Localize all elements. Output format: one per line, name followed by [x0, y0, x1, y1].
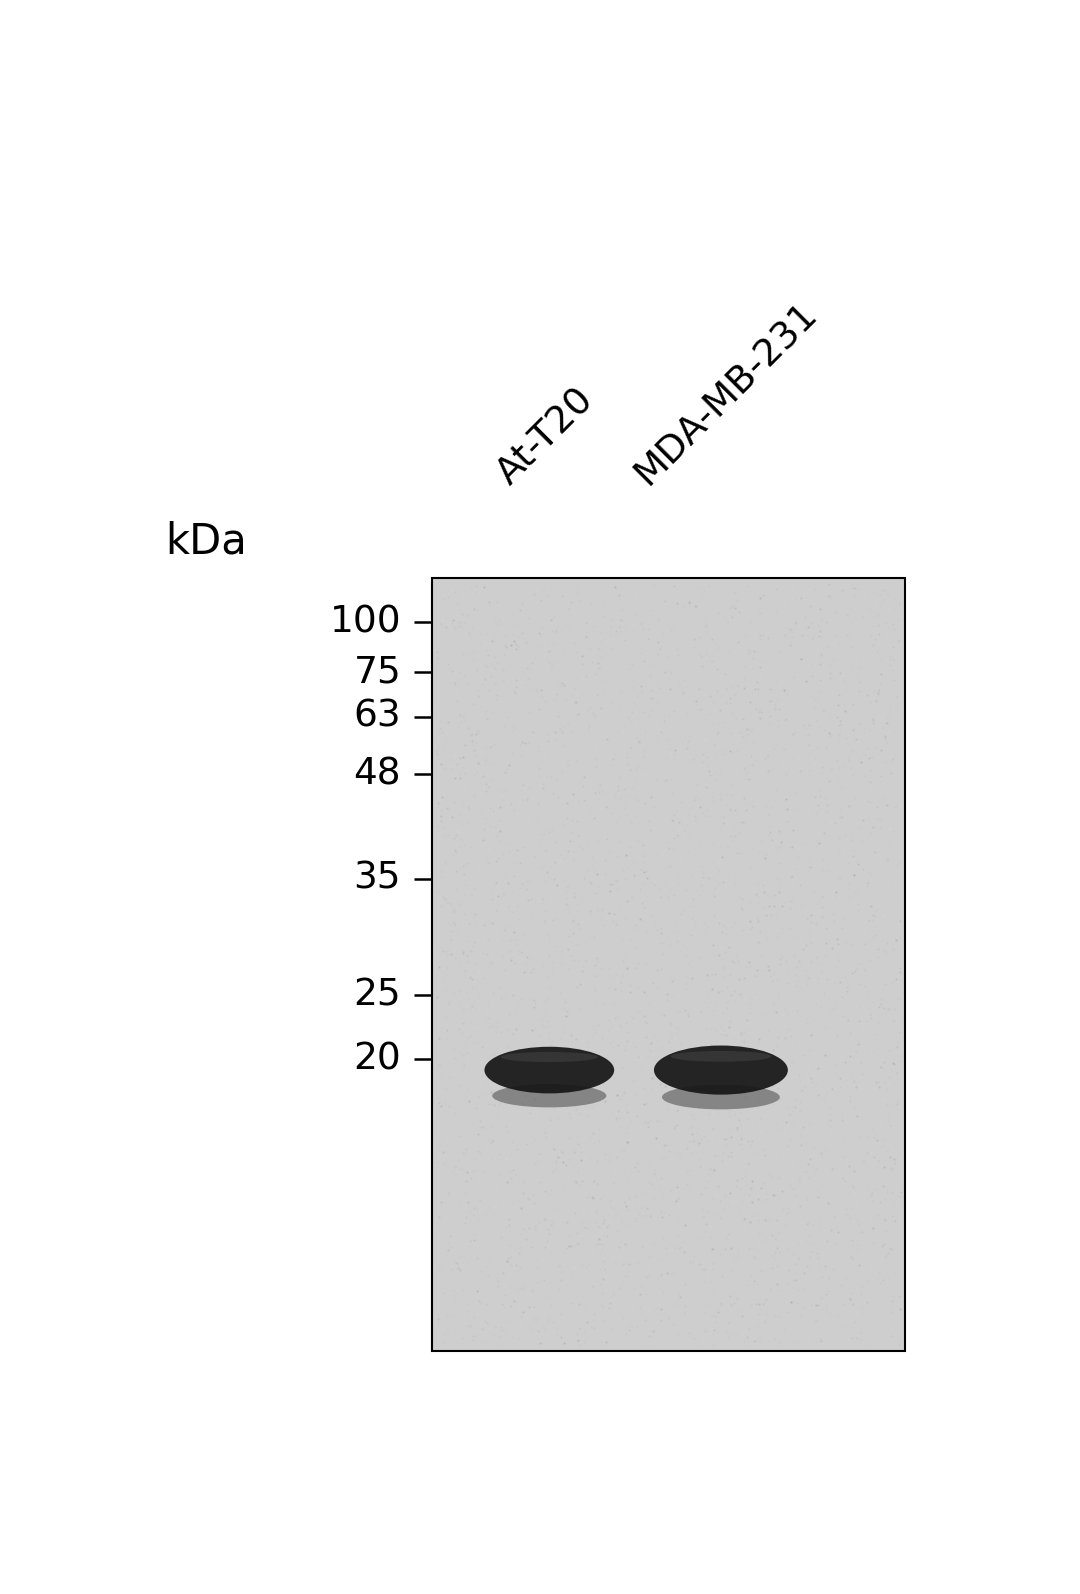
Text: 63: 63	[353, 698, 401, 735]
Ellipse shape	[662, 1086, 780, 1109]
Text: 75: 75	[353, 655, 401, 690]
Text: 20: 20	[353, 1041, 401, 1078]
Text: 35: 35	[353, 861, 401, 896]
Ellipse shape	[485, 1047, 615, 1093]
Ellipse shape	[653, 1046, 788, 1095]
FancyBboxPatch shape	[432, 579, 905, 1352]
Text: 100: 100	[329, 604, 401, 641]
Text: 25: 25	[353, 977, 401, 1014]
Text: kDa: kDa	[165, 520, 247, 563]
Ellipse shape	[671, 1050, 771, 1062]
Text: 48: 48	[353, 756, 401, 792]
Ellipse shape	[492, 1084, 606, 1108]
Text: MDA-MB-231: MDA-MB-231	[629, 295, 825, 493]
Ellipse shape	[501, 1052, 598, 1062]
Text: At-T20: At-T20	[490, 381, 600, 493]
